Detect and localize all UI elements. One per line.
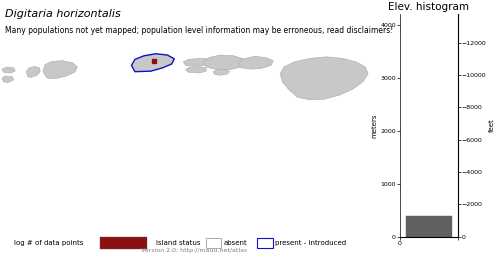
Polygon shape	[132, 54, 174, 72]
Polygon shape	[2, 76, 14, 82]
Bar	[206, 238, 222, 248]
Polygon shape	[280, 57, 368, 100]
Polygon shape	[43, 61, 78, 79]
Text: Digitaria horizontalis: Digitaria horizontalis	[5, 9, 121, 19]
Polygon shape	[238, 56, 274, 69]
Bar	[100, 237, 148, 249]
Polygon shape	[184, 58, 218, 66]
Y-axis label: meters: meters	[372, 113, 378, 138]
Bar	[258, 238, 272, 248]
Polygon shape	[186, 67, 206, 73]
Polygon shape	[204, 55, 246, 70]
Polygon shape	[26, 67, 40, 77]
Polygon shape	[2, 67, 15, 73]
Text: present - introduced: present - introduced	[274, 240, 346, 246]
Text: Version 2.0; http://mauu.net/atlas: Version 2.0; http://mauu.net/atlas	[140, 248, 247, 253]
Text: absent: absent	[224, 240, 248, 246]
Y-axis label: feet: feet	[489, 119, 495, 132]
Text: log # of data points: log # of data points	[14, 240, 83, 246]
Polygon shape	[213, 70, 230, 75]
Bar	[406, 216, 452, 237]
Title: Elev. histogram: Elev. histogram	[388, 2, 469, 12]
Text: island status: island status	[156, 240, 200, 246]
Text: Many populations not yet mapped; population level information may be erroneous, : Many populations not yet mapped; populat…	[5, 26, 393, 35]
